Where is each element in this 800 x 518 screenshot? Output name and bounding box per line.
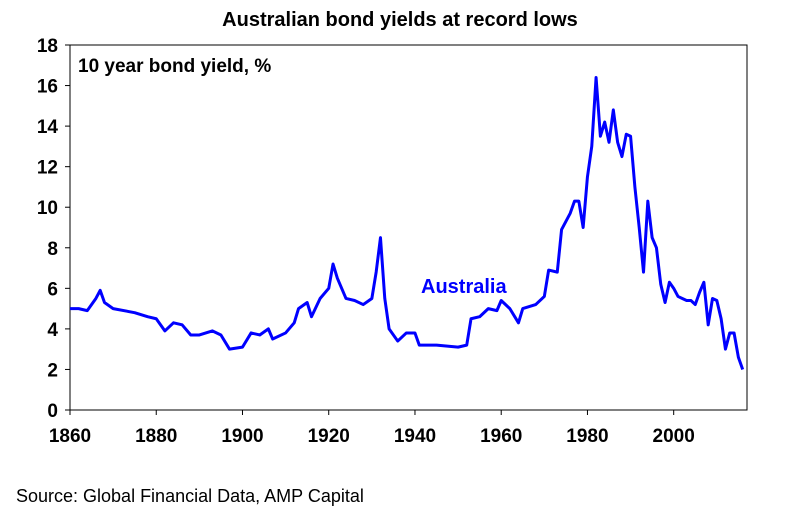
annotation: 10 year bond yield, % xyxy=(78,56,271,77)
source-note: Source: Global Financial Data, AMP Capit… xyxy=(16,486,364,506)
x-tick-label: 1900 xyxy=(221,426,263,447)
chart-title: Australian bond yields at record lows xyxy=(222,9,578,31)
y-tick-label: 2 xyxy=(47,360,58,381)
plot-frame xyxy=(69,44,748,411)
x-tick-label: 1880 xyxy=(135,426,177,447)
y-tick-label: 18 xyxy=(37,36,58,57)
y-tick-label: 8 xyxy=(47,239,58,260)
y-tick-label: 12 xyxy=(37,158,58,179)
x-tick-label: 1860 xyxy=(49,426,91,447)
series-line xyxy=(70,75,745,370)
y-tick-label: 10 xyxy=(37,198,58,219)
y-tick-label: 0 xyxy=(47,401,58,422)
y-tick-label: 4 xyxy=(47,320,58,341)
series-label: Australia xyxy=(421,276,507,298)
y-tick-label: 14 xyxy=(37,117,59,138)
y-tick-label: 6 xyxy=(47,279,58,300)
x-tick-label: 2000 xyxy=(653,426,695,447)
x-tick-label: 1940 xyxy=(394,426,436,447)
x-tick-label: 1960 xyxy=(480,426,522,447)
x-tick-label: 1920 xyxy=(308,426,350,447)
x-tick-label: 1980 xyxy=(566,426,608,447)
y-tick-label: 16 xyxy=(37,77,58,98)
